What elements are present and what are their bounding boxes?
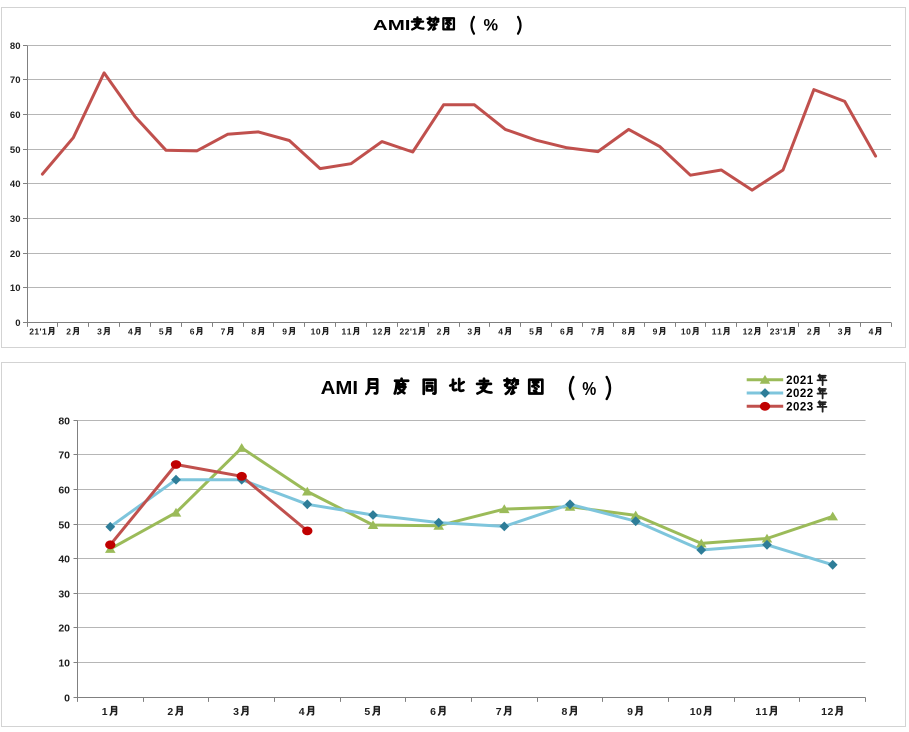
svg-text:10: 10 bbox=[690, 706, 702, 718]
svg-text:6: 6 bbox=[560, 327, 565, 337]
svg-text:6: 6 bbox=[190, 327, 195, 337]
svg-text:22'1: 22'1 bbox=[400, 327, 418, 337]
svg-text:20: 20 bbox=[58, 622, 70, 634]
svg-text:2: 2 bbox=[807, 327, 812, 337]
svg-text:AMI: AMI bbox=[321, 378, 358, 398]
svg-text:10: 10 bbox=[10, 283, 21, 294]
svg-text:2021: 2021 bbox=[786, 375, 814, 387]
svg-text:50: 50 bbox=[58, 519, 70, 531]
svg-text:5: 5 bbox=[364, 706, 370, 718]
svg-text:11: 11 bbox=[342, 327, 352, 337]
svg-text:50: 50 bbox=[10, 145, 21, 156]
svg-text:3: 3 bbox=[233, 706, 239, 718]
svg-text:30: 30 bbox=[10, 214, 21, 225]
svg-text:70: 70 bbox=[58, 449, 70, 461]
svg-text:%: % bbox=[484, 17, 499, 35]
svg-text:10: 10 bbox=[311, 327, 321, 337]
svg-text:%: % bbox=[582, 379, 596, 399]
svg-text:80: 80 bbox=[10, 41, 21, 52]
svg-text:3: 3 bbox=[838, 327, 843, 337]
svg-text:9: 9 bbox=[627, 706, 633, 718]
svg-text:40: 40 bbox=[10, 179, 21, 190]
svg-text:8: 8 bbox=[622, 327, 627, 337]
svg-text:6: 6 bbox=[430, 706, 436, 718]
svg-text:10: 10 bbox=[58, 657, 70, 669]
svg-text:4: 4 bbox=[498, 327, 503, 337]
svg-text:1: 1 bbox=[102, 706, 108, 718]
svg-text:11: 11 bbox=[755, 706, 767, 718]
svg-text:10: 10 bbox=[681, 327, 691, 337]
svg-text:12: 12 bbox=[743, 327, 753, 337]
svg-text:12: 12 bbox=[372, 327, 382, 337]
svg-text:0: 0 bbox=[15, 318, 20, 329]
svg-text:2: 2 bbox=[437, 327, 442, 337]
svg-text:7: 7 bbox=[591, 327, 596, 337]
svg-text:5: 5 bbox=[529, 327, 534, 337]
svg-text:8: 8 bbox=[562, 706, 568, 718]
svg-text:21'1: 21'1 bbox=[29, 327, 47, 337]
svg-text:11: 11 bbox=[712, 327, 722, 337]
svg-text:30: 30 bbox=[58, 588, 70, 600]
svg-text:9: 9 bbox=[653, 327, 658, 337]
svg-text:0: 0 bbox=[64, 692, 70, 704]
svg-text:3: 3 bbox=[467, 327, 472, 337]
svg-text:5: 5 bbox=[159, 327, 164, 337]
svg-text:12: 12 bbox=[821, 706, 833, 718]
svg-text:4: 4 bbox=[299, 706, 305, 718]
svg-text:20: 20 bbox=[10, 249, 21, 260]
svg-text:4: 4 bbox=[128, 327, 133, 337]
svg-text:2: 2 bbox=[66, 327, 71, 337]
svg-text:9: 9 bbox=[282, 327, 287, 337]
svg-text:7: 7 bbox=[221, 327, 226, 337]
svg-text:2023: 2023 bbox=[786, 401, 813, 413]
svg-text:60: 60 bbox=[58, 484, 70, 496]
svg-text:23'1: 23'1 bbox=[770, 327, 788, 337]
svg-text:2: 2 bbox=[167, 706, 173, 718]
svg-text:80: 80 bbox=[58, 415, 70, 427]
svg-text:8: 8 bbox=[251, 327, 256, 337]
svg-text:70: 70 bbox=[10, 75, 21, 86]
svg-text:2022: 2022 bbox=[786, 388, 813, 400]
svg-text:AMI: AMI bbox=[373, 17, 411, 34]
svg-text:7: 7 bbox=[496, 706, 502, 718]
svg-text:60: 60 bbox=[10, 110, 21, 121]
svg-text:4: 4 bbox=[869, 327, 874, 337]
svg-text:3: 3 bbox=[97, 327, 102, 337]
svg-text:40: 40 bbox=[58, 553, 70, 565]
